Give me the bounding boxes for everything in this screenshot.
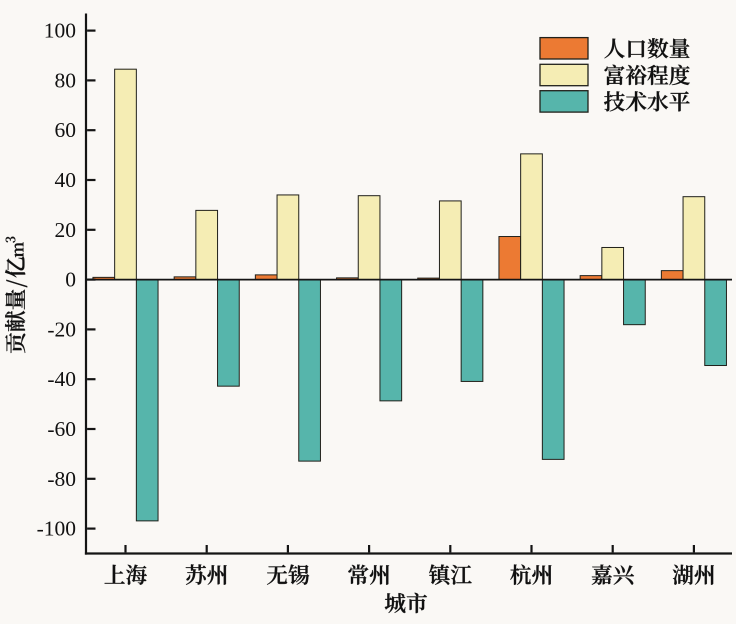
svg-text:0: 0 xyxy=(65,268,76,292)
svg-text:60: 60 xyxy=(55,118,77,142)
svg-text:-100: -100 xyxy=(37,517,76,541)
svg-text:100: 100 xyxy=(44,19,76,43)
svg-text:-40: -40 xyxy=(47,367,76,391)
svg-text:-20: -20 xyxy=(47,317,76,341)
svg-text:40: 40 xyxy=(55,168,77,192)
svg-text:-80: -80 xyxy=(47,467,76,491)
svg-text:-60: -60 xyxy=(47,417,76,441)
svg-text:80: 80 xyxy=(55,68,77,92)
svg-text:20: 20 xyxy=(55,218,77,242)
